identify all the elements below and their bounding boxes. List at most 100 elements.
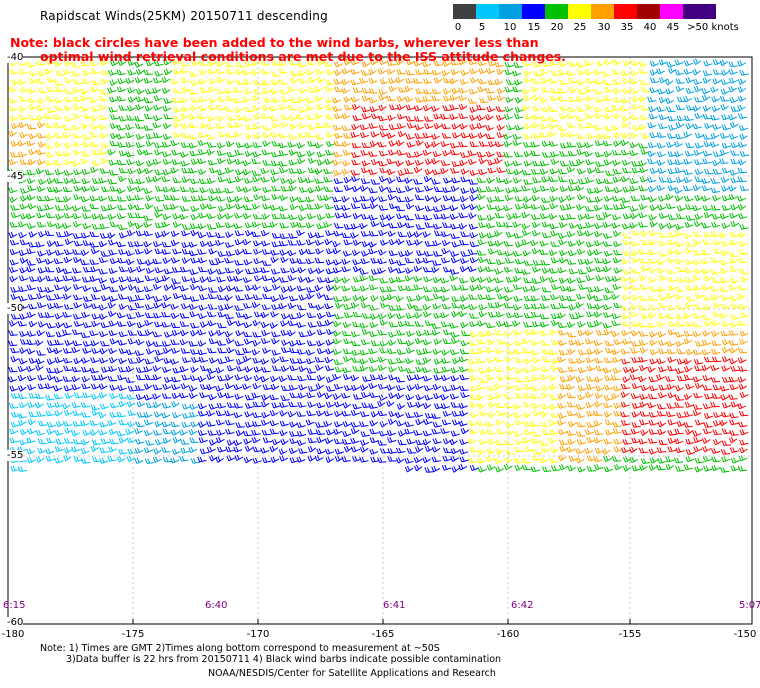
wind-barb	[675, 176, 685, 183]
wind-barb	[719, 312, 728, 320]
wind-barb	[423, 69, 433, 75]
wind-barb	[676, 412, 686, 418]
wind-barb	[170, 230, 180, 237]
wind-barb	[675, 133, 685, 140]
wind-barb	[62, 293, 72, 300]
wind-barb	[468, 428, 478, 435]
wind-barb	[494, 356, 504, 363]
wind-barb	[46, 86, 57, 93]
wind-barb	[729, 277, 740, 284]
wind-barb	[64, 88, 74, 95]
wind-barb	[721, 124, 731, 131]
wind-barb	[262, 160, 272, 166]
wind-barb	[63, 169, 74, 176]
wind-barb	[55, 86, 65, 93]
wind-barb	[692, 78, 703, 85]
wind-barb	[413, 430, 423, 436]
wind-barb	[415, 394, 425, 401]
wind-barb	[422, 356, 432, 364]
wind-barb	[53, 376, 63, 383]
wind-barb	[36, 121, 46, 129]
wind-barb	[368, 348, 378, 355]
wind-barb	[125, 77, 135, 85]
wind-barb	[737, 60, 747, 67]
wind-barb	[459, 374, 469, 381]
wind-barb	[656, 358, 666, 365]
wind-barb	[593, 319, 603, 327]
wind-barb	[703, 211, 713, 219]
wind-barb	[44, 143, 55, 149]
wind-barb	[469, 68, 479, 75]
wind-barb	[531, 402, 541, 409]
wind-barb	[296, 285, 306, 292]
wind-barb	[71, 62, 81, 68]
wind-barb	[359, 322, 369, 329]
wind-barb	[441, 419, 452, 426]
wind-barb	[620, 420, 631, 426]
wind-barb	[109, 402, 120, 409]
wind-barb	[370, 158, 380, 166]
wind-barb	[629, 366, 639, 373]
wind-barb	[513, 151, 524, 158]
wind-barb	[180, 142, 191, 148]
legend-label-35: 35	[620, 22, 634, 33]
wind-barb	[91, 223, 102, 230]
wind-barb	[603, 328, 613, 336]
wind-barb	[630, 428, 640, 435]
wind-barb	[17, 393, 28, 400]
wind-barb	[251, 301, 261, 309]
wind-barb	[586, 132, 596, 140]
wind-barb	[198, 68, 208, 76]
legend-swatch-50	[683, 4, 716, 19]
wind-barb	[242, 355, 252, 363]
wind-barb	[110, 59, 119, 67]
wind-barb	[576, 69, 587, 75]
wind-barb	[127, 420, 136, 428]
wind-barb	[388, 331, 398, 338]
wind-barb	[405, 69, 415, 76]
wind-barb	[667, 365, 677, 372]
wind-barb	[414, 133, 424, 139]
wind-barb	[243, 196, 254, 203]
wind-barb	[739, 446, 748, 454]
wind-barb	[27, 97, 38, 104]
wind-barb	[179, 339, 189, 346]
wind-barb	[108, 267, 118, 274]
wind-barb	[657, 204, 667, 211]
wind-barb	[738, 455, 748, 462]
wind-barb	[370, 294, 379, 302]
wind-barb	[369, 331, 379, 338]
wind-barb	[360, 231, 371, 237]
wind-barb	[243, 456, 253, 464]
wind-barb	[243, 302, 253, 309]
wind-barb	[323, 294, 334, 301]
wind-barb	[503, 140, 513, 148]
wind-barb	[127, 203, 137, 211]
warning-note-line-2: optimal wind retrieval conditions are me…	[40, 49, 566, 64]
wind-barb	[99, 421, 109, 428]
wind-barb	[422, 375, 432, 382]
wind-barb	[414, 151, 423, 158]
wind-barb	[721, 205, 731, 211]
wind-barb	[305, 177, 315, 184]
wind-barb	[683, 60, 693, 67]
wind-barb	[324, 365, 335, 372]
wind-barb	[577, 193, 586, 201]
wind-barb	[280, 320, 289, 327]
wind-barb	[144, 105, 154, 112]
wind-barb	[244, 150, 254, 158]
wind-barb	[594, 357, 604, 364]
wind-barb	[143, 394, 153, 401]
wind-barb	[296, 411, 306, 417]
wind-barb	[18, 95, 29, 102]
wind-barb	[189, 269, 199, 275]
wind-barb	[693, 445, 703, 453]
wind-barb	[487, 411, 496, 419]
wind-barb	[161, 340, 172, 347]
wind-barb	[404, 320, 415, 327]
wind-barb	[18, 286, 28, 292]
wind-barb	[197, 340, 207, 347]
wind-barb	[568, 304, 578, 311]
wind-barb	[584, 329, 594, 337]
wind-barb	[567, 420, 577, 428]
